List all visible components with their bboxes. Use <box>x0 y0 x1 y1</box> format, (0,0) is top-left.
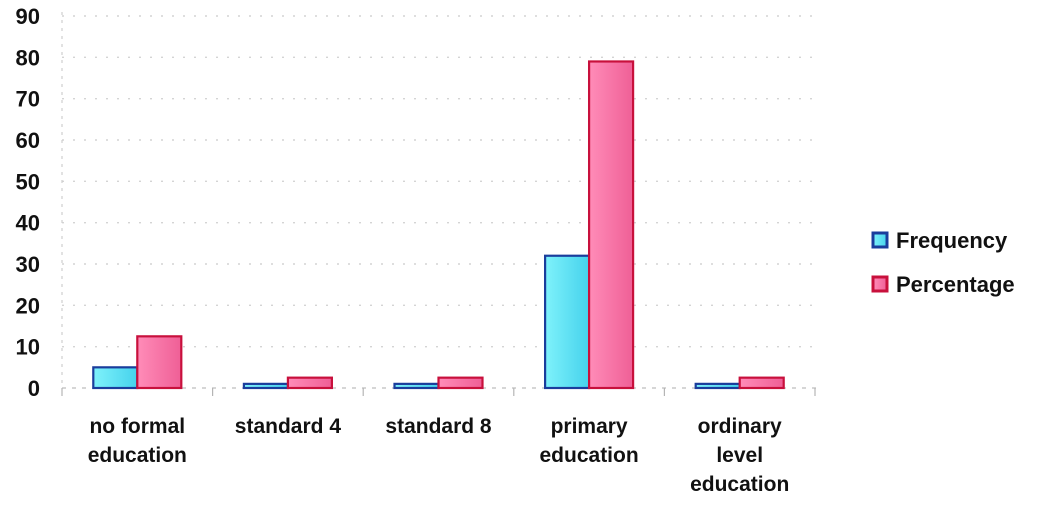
bar-percentage-0 <box>136 335 183 390</box>
x-tick-label-0-line-1: education <box>88 444 187 467</box>
y-tick-label-6: 60 <box>16 128 40 153</box>
y-tick-label-7: 70 <box>16 87 40 112</box>
x-tick-label-4: ordinary level education <box>690 415 789 496</box>
x-tick-label-3-line-1: education <box>540 444 639 467</box>
y-axis-ticks: 0 10 20 30 40 50 60 70 80 90 <box>16 4 40 401</box>
y-tick-label-2: 20 <box>16 293 40 318</box>
bar-frequency-3 <box>543 254 591 390</box>
x-tick-label-3: primary education <box>540 415 639 467</box>
bar-percentage-1 <box>286 376 333 390</box>
bar-frequency-0 <box>92 366 139 390</box>
bar-percentage-4 <box>738 376 785 390</box>
x-tick-label-1-line-0: standard 4 <box>235 415 342 438</box>
bar-frequency-2 <box>393 382 440 390</box>
x-tick-label-4-line-0: ordinary <box>698 415 782 438</box>
legend-swatch-percentage <box>871 275 889 293</box>
bar-frequency-1 <box>242 382 289 390</box>
y-tick-label-3: 30 <box>16 252 40 277</box>
x-tick-label-1: standard 4 <box>235 415 342 438</box>
legend: Frequency Percentage <box>871 228 1015 297</box>
x-tick-label-0: no formal education <box>88 415 187 467</box>
x-tick-label-3-line-0: primary <box>551 415 628 438</box>
bar-percentage-2 <box>437 376 484 390</box>
legend-swatch-frequency <box>871 231 889 249</box>
axes <box>61 12 821 396</box>
x-tick-label-4-line-1: level <box>716 444 763 467</box>
bar-percentage-3 <box>587 60 635 390</box>
gridlines <box>62 15 815 348</box>
bar-frequency-4 <box>694 382 741 390</box>
legend-label-percentage: Percentage <box>896 272 1015 297</box>
x-tick-label-2-line-0: standard 8 <box>385 415 492 438</box>
x-tick-label-4-line-2: education <box>690 473 789 496</box>
y-tick-label-4: 40 <box>16 211 40 236</box>
legend-label-frequency: Frequency <box>896 228 1008 253</box>
x-tick-label-0-line-0: no formal <box>89 415 185 438</box>
y-tick-label-1: 10 <box>16 335 40 360</box>
x-axis-ticks: no formal education standard 4 standard 8 pr… <box>88 415 790 496</box>
y-tick-label-0: 0 <box>28 376 40 401</box>
bars <box>92 60 785 390</box>
y-tick-label-8: 80 <box>16 45 40 70</box>
y-tick-label-5: 50 <box>16 169 40 194</box>
x-tick-label-2: standard 8 <box>385 415 492 438</box>
y-tick-label-9: 90 <box>16 4 40 29</box>
